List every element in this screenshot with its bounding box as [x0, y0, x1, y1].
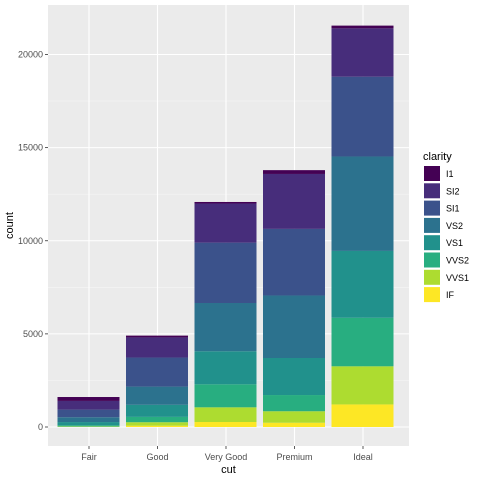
bar-premium-vs2 [263, 295, 325, 358]
bar-good-i1 [126, 335, 188, 338]
bar-ideal-i1 [331, 25, 394, 29]
bar-good-vvs1 [126, 422, 188, 426]
bar-fair-vs1 [57, 422, 120, 426]
x-tick-label: Ideal [353, 452, 373, 462]
bar-good-if [126, 425, 188, 427]
legend-title: clarity [423, 151, 452, 163]
legend-swatch [424, 252, 440, 268]
y-tick-label: 10000 [18, 236, 43, 246]
legend-swatch [424, 166, 440, 181]
bar-ideal-vvs2 [331, 317, 394, 367]
bar-good-vvs2 [126, 416, 188, 423]
bar-very-good-i1 [194, 201, 257, 204]
bar-premium-vvs2 [263, 395, 325, 412]
bar-fair-vvs2 [57, 425, 120, 427]
legend: clarity I1 SI2 SI1 VS2 VS1 VVS2 VVS1 IF [423, 151, 469, 303]
x-axis: Fair Good Very Good Premium Ideal [81, 446, 373, 462]
legend-item-vs2: VS2 [424, 217, 463, 233]
legend-swatch [424, 200, 440, 216]
bar-ideal-vs2 [331, 156, 394, 251]
bar-fair-si1 [57, 409, 120, 418]
legend-label: VS2 [446, 221, 463, 231]
bars [57, 25, 394, 427]
legend-item-si1: SI1 [424, 200, 460, 216]
bar-fair-vs2 [57, 417, 120, 423]
legend-swatch [424, 183, 440, 199]
legend-label: SI1 [446, 204, 460, 214]
bar-premium-vs1 [263, 357, 325, 396]
bar-very-good-if [194, 422, 257, 427]
bar-premium-vvs1 [263, 411, 325, 423]
legend-label: VVS1 [446, 273, 469, 283]
legend-item-i1: I1 [424, 166, 454, 181]
legend-item-vvs1: VVS1 [424, 269, 469, 285]
legend-swatch [424, 235, 440, 251]
legend-item-vvs2: VVS2 [424, 252, 469, 268]
x-tick-label: Good [146, 452, 168, 462]
y-axis-title: count [4, 212, 16, 239]
bar-fair-i1 [57, 397, 120, 401]
bar-ideal-if [331, 404, 394, 427]
bar-premium-si2 [263, 173, 325, 229]
legend-label: IF [446, 290, 455, 300]
legend-label: VVS2 [446, 256, 469, 266]
legend-item-si2: SI2 [424, 183, 460, 199]
bar-ideal-vvs1 [331, 366, 394, 405]
bar-very-good-si1 [194, 242, 257, 303]
legend-swatch [424, 287, 440, 303]
bar-good-vs2 [126, 386, 188, 405]
bar-very-good-si2 [194, 203, 257, 243]
legend-item-vs1: VS1 [424, 235, 463, 251]
y-axis: 0 5000 10000 15000 20000 [18, 50, 48, 432]
bar-good-si1 [126, 357, 188, 387]
y-tick-label: 20000 [18, 50, 43, 60]
bar-fair-si2 [57, 400, 120, 410]
bar-very-good-vs1 [194, 351, 257, 385]
bar-ideal-si2 [331, 28, 394, 77]
bar-very-good-vs2 [194, 302, 257, 352]
bar-very-good-vvs1 [194, 407, 257, 423]
bar-premium-si1 [263, 228, 325, 296]
bar-ideal-vs1 [331, 250, 394, 318]
y-tick-label: 15000 [18, 143, 43, 153]
bar-premium-if [263, 422, 325, 427]
x-tick-label: Very Good [205, 452, 248, 462]
y-tick-label: 5000 [23, 329, 43, 339]
legend-label: SI2 [446, 186, 460, 196]
legend-swatch [424, 269, 440, 285]
bar-good-si2 [126, 337, 188, 358]
legend-label: VS1 [446, 238, 463, 248]
y-tick-label: 0 [38, 422, 43, 432]
legend-label: I1 [446, 169, 454, 179]
bar-very-good-vvs2 [194, 384, 257, 408]
x-tick-label: Premium [276, 452, 312, 462]
x-tick-label: Fair [81, 452, 97, 462]
bar-ideal-si1 [331, 76, 394, 157]
bar-good-vs1 [126, 404, 188, 417]
legend-item-if: IF [424, 287, 455, 303]
legend-swatch [424, 217, 440, 233]
x-axis-title: cut [221, 464, 236, 476]
bar-premium-i1 [263, 170, 325, 174]
